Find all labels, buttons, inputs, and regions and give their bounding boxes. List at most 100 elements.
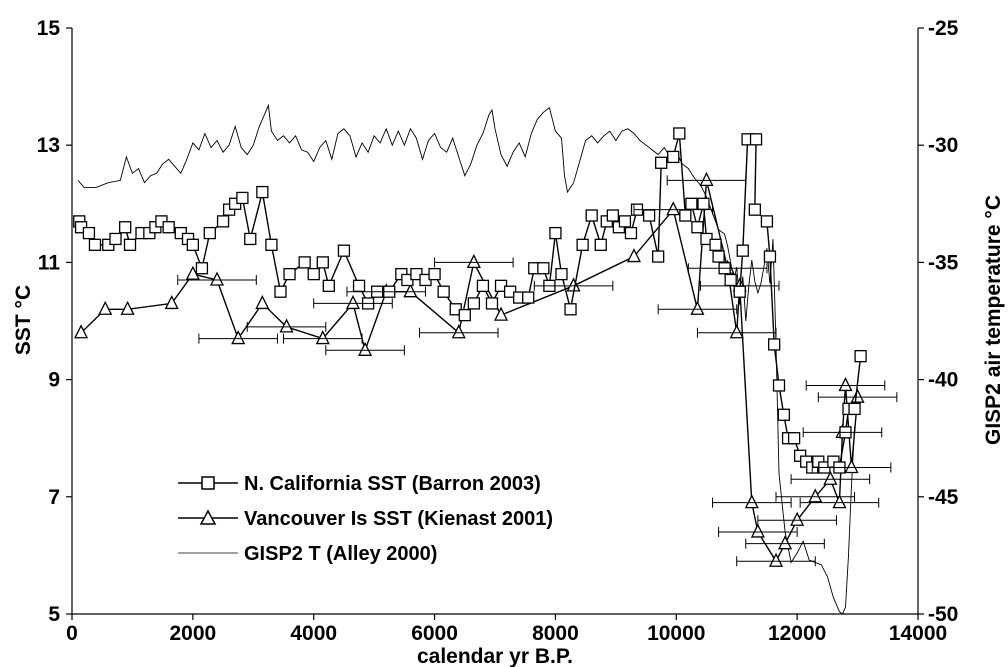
x-tick-label: 2000 <box>169 622 216 645</box>
n-california-point <box>733 285 746 298</box>
y2-tick-label: -30 <box>928 134 958 157</box>
vancouver-point <box>778 535 793 550</box>
n-california-point <box>736 244 749 257</box>
axis-tick-labels: 0 2000 4000 6000 8000 10000 12000 14000 5 7 9 11 13 1… <box>37 17 959 645</box>
n-california-point <box>679 209 692 222</box>
vancouver-point <box>666 201 681 216</box>
y-tick-label: 15 <box>37 17 61 40</box>
n-california-point <box>283 267 296 281</box>
n-california-point <box>352 279 366 292</box>
x-tick-label: 14000 <box>889 622 947 645</box>
n-california-point <box>768 338 781 351</box>
plot-frame <box>71 28 919 615</box>
y-tick-label: 13 <box>37 134 60 157</box>
error-bars <box>177 175 898 567</box>
n-california-point <box>274 285 287 298</box>
n-california-point <box>787 432 801 445</box>
vancouver-point <box>209 271 225 286</box>
legend-item-gisp2: GISP2 T (Alley 2000) <box>178 543 437 565</box>
n-california-point <box>537 262 550 275</box>
n-california-point <box>186 238 200 251</box>
vancouver-point <box>358 341 373 356</box>
n-california-point <box>777 408 790 421</box>
n-california-point <box>763 250 777 263</box>
vancouver-point <box>255 294 270 310</box>
n-california-point <box>467 297 481 310</box>
n-california-point <box>848 402 861 416</box>
n-california-point <box>549 226 562 240</box>
n-california-point <box>428 267 441 281</box>
n-california-point <box>748 203 761 216</box>
x-tick-label: 0 <box>66 622 78 645</box>
n-california-point <box>709 238 722 251</box>
vancouver-point <box>466 253 481 269</box>
n-california-point <box>236 191 249 205</box>
n-california-point <box>437 285 450 298</box>
vancouver-point <box>626 248 642 263</box>
n-california-point <box>162 221 175 234</box>
n-california-point <box>88 238 102 251</box>
n-california-point <box>606 209 619 222</box>
y2-tick-label: -40 <box>928 369 958 392</box>
n-california-point <box>109 232 122 246</box>
vancouver-point <box>823 470 838 485</box>
vancouver-point <box>699 171 714 187</box>
series-gisp2 <box>77 103 856 615</box>
x-tick-label: 12000 <box>768 622 826 645</box>
vancouver-point <box>768 552 784 567</box>
vancouver-point <box>279 318 294 333</box>
y-axis-title: SST °C <box>12 285 35 355</box>
n-california-point <box>203 226 216 240</box>
gisp2-line <box>77 103 856 615</box>
y2-tick-label: -50 <box>928 603 958 626</box>
legend-item-vancouver: Vancouver Is SST (Kienast 2001) <box>178 508 553 530</box>
vancouver-point <box>808 488 823 503</box>
vancouver-point <box>74 324 89 339</box>
vancouver-point <box>98 300 113 315</box>
n-california-point <box>119 221 132 234</box>
n-california-point <box>642 209 656 222</box>
n-california-point <box>724 273 737 287</box>
n-california-point <box>712 250 725 263</box>
n-california-point <box>256 185 269 199</box>
y-tick-label: 7 <box>48 486 60 509</box>
vancouver-point <box>750 523 765 538</box>
y2-tick-label: -45 <box>928 486 959 509</box>
n-california-point <box>594 238 607 251</box>
n-california-point <box>691 221 704 234</box>
y2-tick-label: -35 <box>928 251 959 274</box>
y2-axis-title: GISP2 air temperature °C <box>982 195 1005 445</box>
n-california-point <box>82 226 96 240</box>
legend-item-n-california: N. California SST (Barron 2003) <box>178 473 541 495</box>
n-california-point <box>322 279 335 292</box>
axis-ticks <box>66 27 924 620</box>
n-california-point <box>307 267 320 281</box>
n-california-point <box>585 209 598 222</box>
legend-square-marker <box>201 476 215 490</box>
x-axis-title: calendar yr B.P. <box>417 645 573 667</box>
legend: N. California SST (Barron 2003) Vancouve… <box>178 473 553 565</box>
n-california-point <box>564 303 577 316</box>
n-california-point <box>316 256 329 269</box>
vancouver-point <box>790 511 805 526</box>
n-california-point <box>337 244 351 257</box>
vancouver-point <box>838 377 853 392</box>
vancouver-line <box>80 180 859 563</box>
vancouver-point <box>315 330 330 345</box>
vancouver-point <box>850 388 865 403</box>
legend-label-gisp2: GISP2 T (Alley 2000) <box>244 543 437 565</box>
vancouver-point <box>231 330 246 345</box>
vancouver-point <box>844 459 859 474</box>
n-california-point <box>652 250 665 263</box>
n-california-point <box>685 197 698 210</box>
n-california-point <box>655 156 668 169</box>
vancouver-point <box>403 283 418 298</box>
n-california-point <box>618 215 632 228</box>
n-california-point <box>555 267 568 281</box>
n-california-point <box>216 215 230 228</box>
n-california-point <box>265 238 278 251</box>
vancouver-point <box>566 277 581 292</box>
n-california-point <box>854 350 867 363</box>
n-california-point <box>522 291 535 304</box>
n-california-point <box>485 297 499 310</box>
